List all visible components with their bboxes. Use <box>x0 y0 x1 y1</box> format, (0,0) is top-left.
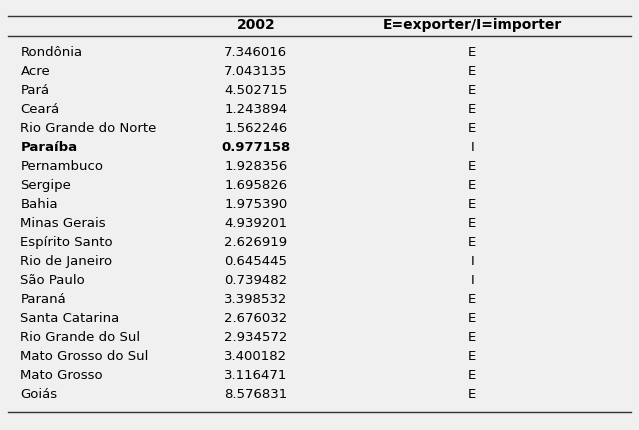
Text: 1.243894: 1.243894 <box>224 103 288 116</box>
Text: Paraná: Paraná <box>20 293 66 306</box>
Text: Mato Grosso: Mato Grosso <box>20 369 103 382</box>
Text: 2.934572: 2.934572 <box>224 331 288 344</box>
Text: 4.502715: 4.502715 <box>224 84 288 97</box>
Text: Paraíba: Paraíba <box>20 141 77 154</box>
Text: Ceará: Ceará <box>20 103 59 116</box>
Text: 3.398532: 3.398532 <box>224 293 288 306</box>
Text: Rio Grande do Sul: Rio Grande do Sul <box>20 331 141 344</box>
Text: 0.739482: 0.739482 <box>224 274 288 287</box>
Text: E: E <box>468 369 476 382</box>
Text: E: E <box>468 350 476 363</box>
Text: E=exporter/I=importer: E=exporter/I=importer <box>383 18 562 32</box>
Text: 4.939201: 4.939201 <box>224 217 288 230</box>
Text: Rio Grande do Norte: Rio Grande do Norte <box>20 122 157 135</box>
Text: E: E <box>468 103 476 116</box>
Text: 1.695826: 1.695826 <box>224 179 288 192</box>
Text: E: E <box>468 331 476 344</box>
Text: Mato Grosso do Sul: Mato Grosso do Sul <box>20 350 149 363</box>
Text: E: E <box>468 312 476 325</box>
Text: E: E <box>468 236 476 249</box>
Text: E: E <box>468 84 476 97</box>
Text: I: I <box>470 255 474 268</box>
Text: Rondônia: Rondônia <box>20 46 82 59</box>
Text: Santa Catarina: Santa Catarina <box>20 312 119 325</box>
Text: 7.043135: 7.043135 <box>224 65 288 78</box>
Text: São Paulo: São Paulo <box>20 274 85 287</box>
Text: E: E <box>468 46 476 59</box>
Text: Acre: Acre <box>20 65 50 78</box>
Text: I: I <box>470 274 474 287</box>
Text: Goiás: Goiás <box>20 388 58 401</box>
Text: 0.645445: 0.645445 <box>224 255 288 268</box>
Text: Pará: Pará <box>20 84 50 97</box>
Text: Sergipe: Sergipe <box>20 179 72 192</box>
Text: 3.116471: 3.116471 <box>224 369 288 382</box>
Text: Rio de Janeiro: Rio de Janeiro <box>20 255 112 268</box>
Text: 0.977158: 0.977158 <box>221 141 291 154</box>
Text: E: E <box>468 179 476 192</box>
Text: E: E <box>468 388 476 401</box>
Text: 1.562246: 1.562246 <box>224 122 288 135</box>
Text: 1.928356: 1.928356 <box>224 160 288 173</box>
Text: 8.576831: 8.576831 <box>224 388 288 401</box>
Text: Bahia: Bahia <box>20 198 58 211</box>
Text: I: I <box>470 141 474 154</box>
Text: 2002: 2002 <box>236 18 275 32</box>
Text: Minas Gerais: Minas Gerais <box>20 217 106 230</box>
Text: E: E <box>468 65 476 78</box>
Text: E: E <box>468 122 476 135</box>
Text: E: E <box>468 293 476 306</box>
Text: E: E <box>468 198 476 211</box>
Text: Espírito Santo: Espírito Santo <box>20 236 113 249</box>
Text: 2.676032: 2.676032 <box>224 312 288 325</box>
Text: 3.400182: 3.400182 <box>224 350 288 363</box>
Text: 7.346016: 7.346016 <box>224 46 288 59</box>
Text: E: E <box>468 160 476 173</box>
Text: 1.975390: 1.975390 <box>224 198 288 211</box>
Text: Pernambuco: Pernambuco <box>20 160 104 173</box>
Text: E: E <box>468 217 476 230</box>
Text: 2.626919: 2.626919 <box>224 236 288 249</box>
